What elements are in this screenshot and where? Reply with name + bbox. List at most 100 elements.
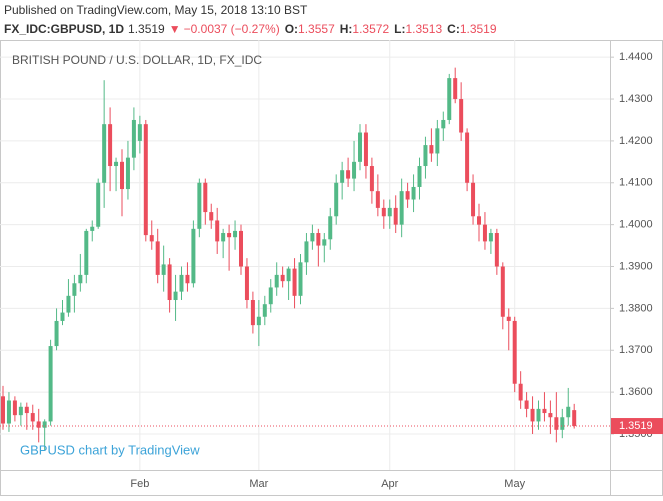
candle-body (209, 212, 214, 221)
candle-body (60, 312, 65, 321)
x-tick-label: Apr (381, 478, 398, 490)
candle-body (96, 182, 101, 227)
candle-body (471, 182, 476, 217)
candle-body (310, 233, 315, 242)
candle-body (352, 161, 357, 179)
x-tick-label: Mar (249, 478, 268, 490)
y-tick-label: 1.4400 (619, 51, 653, 63)
candle-body (143, 124, 148, 236)
candle-body (304, 241, 309, 263)
candle-body (24, 406, 29, 414)
candle-body (429, 145, 434, 154)
quote-line: FX_IDC:GBPUSD, 1D 1.3519 ▼ −0.0037 (−0.27%)… (4, 22, 497, 36)
candle-body (1, 396, 5, 424)
candle-body (48, 346, 53, 422)
candle-body (346, 170, 351, 179)
axes: 1.35001.36001.37001.38001.39001.40001.41… (130, 51, 663, 490)
candle-body (536, 408, 541, 422)
candle-body (244, 266, 249, 301)
candle-body (512, 320, 517, 384)
candle-body (6, 400, 11, 424)
candle-body (90, 226, 95, 231)
low-value: 1.3513 (405, 22, 442, 36)
candle-body (36, 421, 41, 428)
candle-body (358, 132, 362, 162)
candle-body (215, 220, 220, 242)
candle-body (114, 161, 119, 167)
candle-body (286, 268, 291, 282)
candle-body (280, 274, 285, 282)
candles (0, 67, 610, 451)
candle-body (155, 241, 160, 275)
candle-body (137, 124, 142, 141)
candle-body (566, 406, 571, 418)
candle-body (167, 264, 172, 301)
candle-body (149, 235, 154, 242)
candle-body (518, 383, 523, 401)
candle-body (42, 421, 47, 428)
candle-body (268, 287, 273, 305)
candle-body (54, 320, 59, 347)
candle-body (453, 78, 458, 100)
candle-body (161, 264, 166, 275)
candle-body (227, 233, 232, 238)
change: −0.0037 (−0.27%) (184, 22, 280, 36)
candle-body (477, 216, 481, 225)
open-value: 1.3557 (298, 22, 335, 36)
candle-body (197, 182, 202, 229)
candle-body (203, 182, 208, 213)
close-label: C: (447, 22, 460, 36)
candle-body (108, 124, 113, 167)
candle-body (381, 207, 386, 217)
candle-body (399, 191, 404, 225)
candle-body (179, 274, 184, 292)
candle-body (340, 170, 345, 183)
x-tick-label: Feb (130, 478, 149, 490)
candle-body (441, 119, 446, 129)
candle-body (524, 400, 529, 409)
candle-body (322, 239, 327, 246)
down-arrow: ▼ (169, 22, 181, 36)
candle-body (12, 400, 17, 416)
candle-body (191, 228, 196, 284)
candle-body (369, 166, 374, 192)
y-tick-label: 1.3700 (619, 344, 653, 356)
candle-body (375, 191, 380, 208)
x-tick-label: May (504, 478, 525, 490)
candle-body (500, 266, 505, 317)
candle-body (417, 166, 422, 187)
candle-body (66, 295, 71, 313)
candle-body (405, 191, 410, 200)
chart-title: BRITISH POUND / U.S. DOLLAR, 1D, FX_IDC (12, 53, 262, 67)
candle-body (465, 132, 470, 183)
candle-body (298, 262, 303, 296)
last-price-label: 1.3519 (619, 420, 653, 432)
candle-body (435, 128, 440, 154)
candle-body (560, 417, 565, 430)
candle-body (274, 274, 279, 288)
y-tick-label: 1.3800 (619, 302, 653, 314)
candle-body (250, 300, 255, 326)
candle-body (78, 274, 83, 284)
high-label: H: (340, 22, 353, 36)
candle-body (233, 230, 238, 238)
candle-body (572, 410, 577, 427)
candle-body (328, 216, 333, 240)
candle-body (84, 230, 89, 275)
candle-body (72, 283, 77, 296)
y-tick-label: 1.4100 (619, 177, 653, 189)
published-line: Published on TradingView.com, May 15, 20… (4, 3, 308, 17)
candle-body (482, 224, 487, 242)
last-price: 1.3519 (128, 22, 165, 36)
candle-body (542, 408, 547, 414)
y-tick-label: 1.4000 (619, 219, 653, 231)
candle-body (554, 417, 559, 430)
candle-body (131, 119, 136, 158)
candle-body (120, 161, 124, 190)
candle-body (262, 304, 267, 317)
candle-body (185, 274, 190, 284)
close-value: 1.3519 (460, 22, 497, 36)
candle-body (125, 157, 130, 190)
